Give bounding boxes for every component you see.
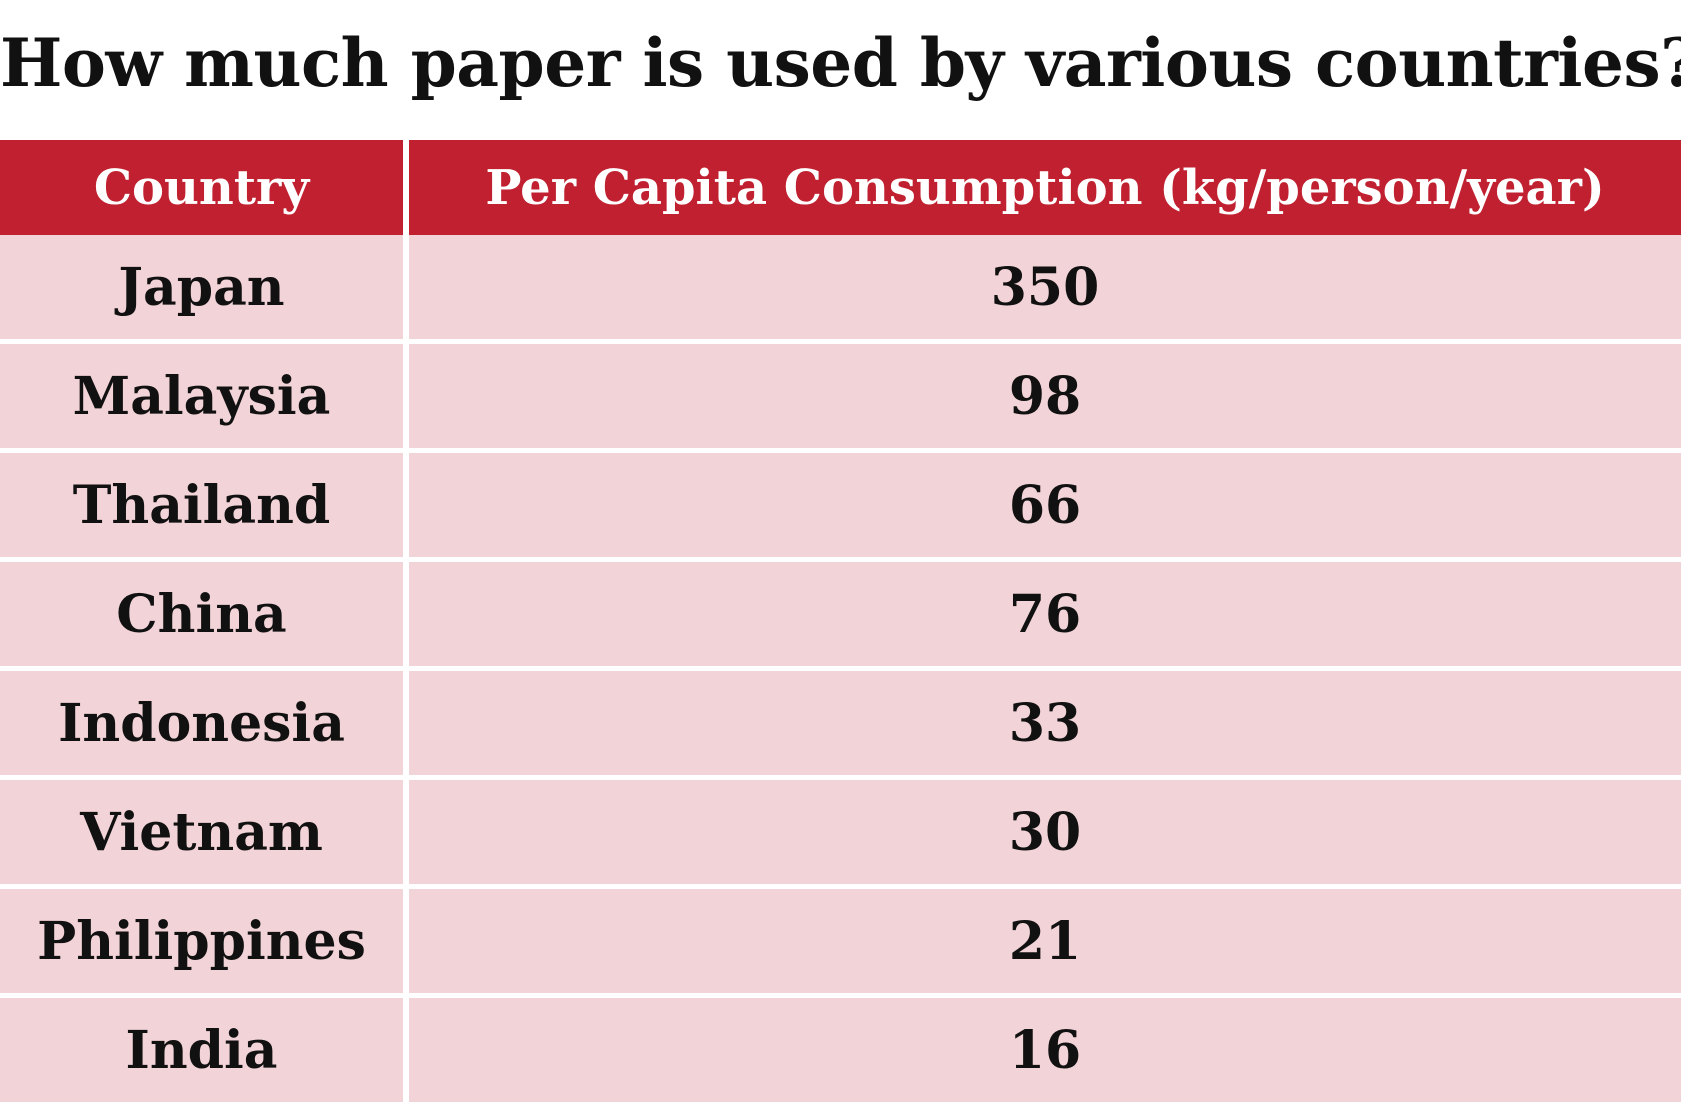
value-cell: 30 [406, 778, 1681, 887]
column-header-country: Country [0, 140, 406, 235]
table-row: Thailand 66 [0, 451, 1681, 560]
table-row: Malaysia 98 [0, 342, 1681, 451]
value-cell: 16 [406, 996, 1681, 1102]
header-row: Country Per Capita Consumption (kg/perso… [0, 140, 1681, 235]
value-cell: 350 [406, 235, 1681, 342]
page-title: How much paper is used by various countr… [0, 24, 1681, 102]
value-cell: 76 [406, 560, 1681, 669]
country-cell: Thailand [0, 451, 406, 560]
country-cell: Japan [0, 235, 406, 342]
country-cell: Vietnam [0, 778, 406, 887]
table-row: India 16 [0, 996, 1681, 1102]
country-cell: Philippines [0, 887, 406, 996]
data-table: Country Per Capita Consumption (kg/perso… [0, 140, 1681, 1102]
country-cell: China [0, 560, 406, 669]
table-row: Philippines 21 [0, 887, 1681, 996]
table-row: Vietnam 30 [0, 778, 1681, 887]
table-row: Japan 350 [0, 235, 1681, 342]
value-cell: 98 [406, 342, 1681, 451]
country-cell: Indonesia [0, 669, 406, 778]
country-cell: Malaysia [0, 342, 406, 451]
country-cell: India [0, 996, 406, 1102]
table-row: China 76 [0, 560, 1681, 669]
column-header-consumption: Per Capita Consumption (kg/person/year) [406, 140, 1681, 235]
value-cell: 33 [406, 669, 1681, 778]
value-cell: 21 [406, 887, 1681, 996]
table-row: Indonesia 33 [0, 669, 1681, 778]
value-cell: 66 [406, 451, 1681, 560]
